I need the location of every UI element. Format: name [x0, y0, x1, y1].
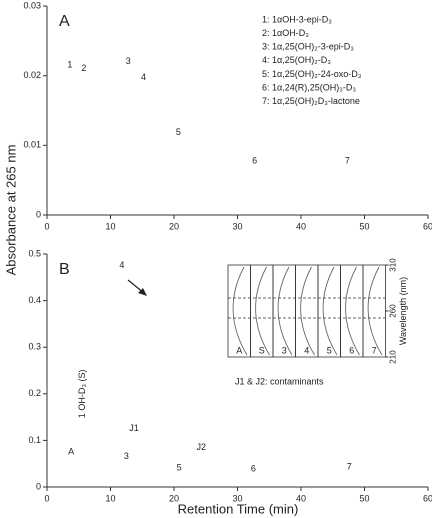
y-tick-label: 0.1	[28, 435, 41, 445]
x-tick-label: 60	[423, 221, 432, 231]
x-tick-label: 50	[359, 493, 369, 503]
spectrum	[277, 266, 293, 356]
spectrum	[300, 266, 315, 356]
panel-label: A	[59, 13, 70, 30]
x-tick-label: 40	[296, 221, 306, 231]
y-tick-label: 0.03	[23, 0, 41, 10]
inset-label: 4	[304, 345, 309, 355]
peak-label: 2	[81, 63, 86, 73]
y-axis-label: Absorbance at 265 nm	[3, 145, 18, 276]
panel-label: B	[59, 261, 70, 278]
peak-label: 5	[177, 463, 182, 473]
legend-entry: 1: 1αOH-3-epi-D₃	[262, 14, 332, 24]
y-tick-label: 0	[36, 209, 41, 219]
x-tick-label: 0	[44, 221, 49, 231]
peak-label: 7	[345, 156, 350, 166]
x-tick-label: 30	[232, 493, 242, 503]
y-tick-label: 0.5	[28, 248, 41, 258]
inset-tick-label: 310	[389, 258, 398, 272]
x-axis-label: Retention Time (min)	[178, 501, 299, 516]
axis	[46, 6, 428, 216]
inset-label: 3	[282, 345, 287, 355]
x-tick-label: 20	[169, 221, 179, 231]
y-tick-label: 0.3	[28, 342, 41, 352]
peak-label: J2	[197, 442, 207, 452]
legend-entry: 4: 1α,25(OH)₂-D₃	[262, 55, 331, 65]
peak-label: 1 OH-D₃ (S)	[77, 369, 87, 418]
y-tick-label: 0.02	[23, 70, 41, 80]
inset-tick-label: 260	[389, 304, 398, 318]
inset-box	[362, 264, 386, 358]
legend-entry: 3: 1α,25(OH)₂-3-epi-D₃	[262, 42, 354, 52]
peak-label: 4	[119, 260, 124, 270]
x-tick-label: 50	[359, 221, 369, 231]
x-tick-label: 20	[169, 493, 179, 503]
inset-tick-label: 210	[389, 350, 398, 364]
peak-label: 1	[67, 60, 72, 70]
x-tick-label: 60	[423, 493, 432, 503]
inset-box	[340, 264, 364, 358]
inset-label: 6	[349, 345, 354, 355]
arrowhead	[138, 288, 147, 296]
y-tick-label: 0.4	[28, 295, 41, 305]
x-tick-label: 30	[232, 221, 242, 231]
inset-box	[250, 264, 274, 358]
legend-entry: 6: 1α,24(R),25(OH)₃-D₃	[262, 82, 356, 92]
inset-label: A	[236, 345, 242, 355]
peak-label: J1	[129, 423, 139, 433]
inset-label: S	[259, 345, 265, 355]
x-tick-label: 40	[296, 493, 306, 503]
peak-label: 7	[347, 461, 352, 471]
peak-label: 4	[141, 72, 146, 82]
peak-label: 5	[176, 127, 181, 137]
x-tick-label: 10	[105, 221, 115, 231]
spectrum	[367, 266, 383, 356]
spectrum	[345, 266, 360, 356]
x-tick-label: 10	[105, 493, 115, 503]
spectrum	[232, 266, 248, 356]
y-tick-label: 0.01	[23, 140, 41, 150]
y-tick-label: 0	[36, 481, 41, 491]
inset-label: 5	[327, 345, 332, 355]
peak-label: A	[68, 446, 74, 456]
peak-label: 6	[251, 464, 256, 474]
spectrum	[322, 266, 338, 356]
axis	[46, 254, 428, 488]
peak-label: 3	[126, 56, 131, 66]
note: J1 & J2: contaminants	[235, 376, 324, 386]
x-tick-label: 0	[44, 493, 49, 503]
spectrum	[255, 266, 270, 356]
peak-label: 3	[124, 451, 129, 461]
peak-label: 6	[252, 156, 257, 166]
y-tick-label: 0.2	[28, 388, 41, 398]
inset-box	[272, 264, 296, 358]
legend-entry: 7: 1α,25(OH)₂D₃-lactone	[262, 96, 360, 106]
inset-box	[227, 264, 251, 358]
inset-axis-label: Wavelength (nm)	[398, 277, 408, 345]
inset-box	[295, 264, 319, 358]
legend-entry: 2: 1αOH-D₃	[262, 28, 309, 38]
inset-label: 7	[372, 345, 377, 355]
legend-entry: 5: 1α,25(OH)₂-24-oxo-D₃	[262, 69, 362, 79]
inset-box	[317, 264, 341, 358]
